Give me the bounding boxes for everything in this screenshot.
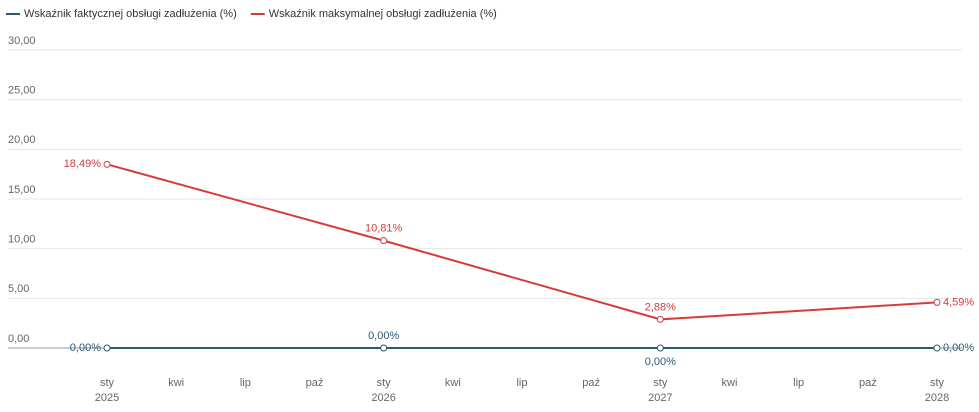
x-tick-year: 2027 [648, 392, 672, 404]
legend-label: Wskaźnik faktycznej obsługi zadłużenia (… [24, 8, 237, 20]
point [103, 160, 111, 168]
y-tick-label: 20,00 [8, 134, 36, 146]
point [933, 344, 941, 352]
x-tick-label: sty [100, 377, 115, 389]
x-tick-year: 2026 [371, 392, 395, 404]
x-tick-label: sty [930, 377, 945, 389]
legend-label: Wskaźnik maksymalnej obsługi zadłużenia … [269, 8, 497, 20]
point [380, 344, 388, 352]
series-line [106, 163, 938, 321]
point [933, 298, 941, 306]
value-label: 0,00% [645, 356, 676, 368]
x-tick-label: sty [377, 377, 392, 389]
point [656, 344, 664, 352]
value-label: 18,49% [64, 158, 102, 170]
value-label: 10,81% [365, 223, 403, 235]
point [656, 315, 664, 323]
x-tick-label: lip [240, 377, 251, 389]
y-tick-label: 15,00 [8, 184, 36, 196]
x-tick-year: 2028 [925, 392, 949, 404]
x-tick-label: paź [859, 377, 877, 389]
x-tick-label: paź [582, 377, 600, 389]
y-tick-label: 0,00 [8, 333, 29, 345]
x-tick-year: 2025 [95, 392, 119, 404]
x-tick-label: kwi [445, 377, 461, 389]
x-tick-label: lip [516, 377, 527, 389]
point [103, 344, 111, 352]
y-tick-label: 25,00 [8, 85, 36, 97]
value-label: 4,59% [943, 296, 974, 308]
value-label: 0,00% [368, 330, 399, 342]
x-tick-label: kwi [722, 377, 738, 389]
point [380, 237, 388, 245]
x-tick-label: paź [306, 377, 324, 389]
y-tick-label: 5,00 [8, 283, 29, 295]
y-tick-label: 30,00 [8, 35, 36, 47]
x-tick-label: lip [793, 377, 804, 389]
value-label: 0,00% [943, 342, 974, 354]
value-label: 2,88% [645, 301, 676, 313]
x-tick-label: kwi [168, 377, 184, 389]
y-tick-label: 10,00 [8, 234, 36, 246]
x-tick-label: sty [653, 377, 668, 389]
value-label: 0,00% [70, 342, 101, 354]
